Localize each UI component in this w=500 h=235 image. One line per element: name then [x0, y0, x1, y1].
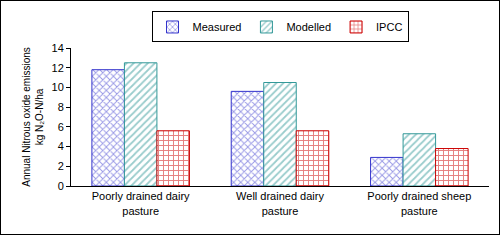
svg-text:12: 12 [52, 62, 64, 74]
svg-text:Poorly drained sheeppasture: Poorly drained sheeppasture [367, 190, 471, 216]
svg-text:2: 2 [58, 160, 64, 172]
svg-text:Modelled: Modelled [286, 21, 331, 33]
svg-text:14: 14 [52, 42, 64, 54]
svg-text:0: 0 [58, 180, 64, 192]
svg-text:4: 4 [58, 140, 64, 152]
svg-text:Well drained dairypasture: Well drained dairypasture [236, 190, 324, 216]
svg-text:8: 8 [58, 101, 64, 113]
svg-text:10: 10 [52, 81, 64, 93]
svg-text:Annual Nitrous oxide emissions: Annual Nitrous oxide emissionskg N₂O-N/h… [21, 47, 45, 187]
svg-text:6: 6 [58, 121, 64, 133]
svg-text:IPCC: IPCC [376, 21, 402, 33]
svg-text:Measured: Measured [193, 21, 242, 33]
svg-text:Poorly drained dairypasture: Poorly drained dairypasture [92, 190, 190, 216]
